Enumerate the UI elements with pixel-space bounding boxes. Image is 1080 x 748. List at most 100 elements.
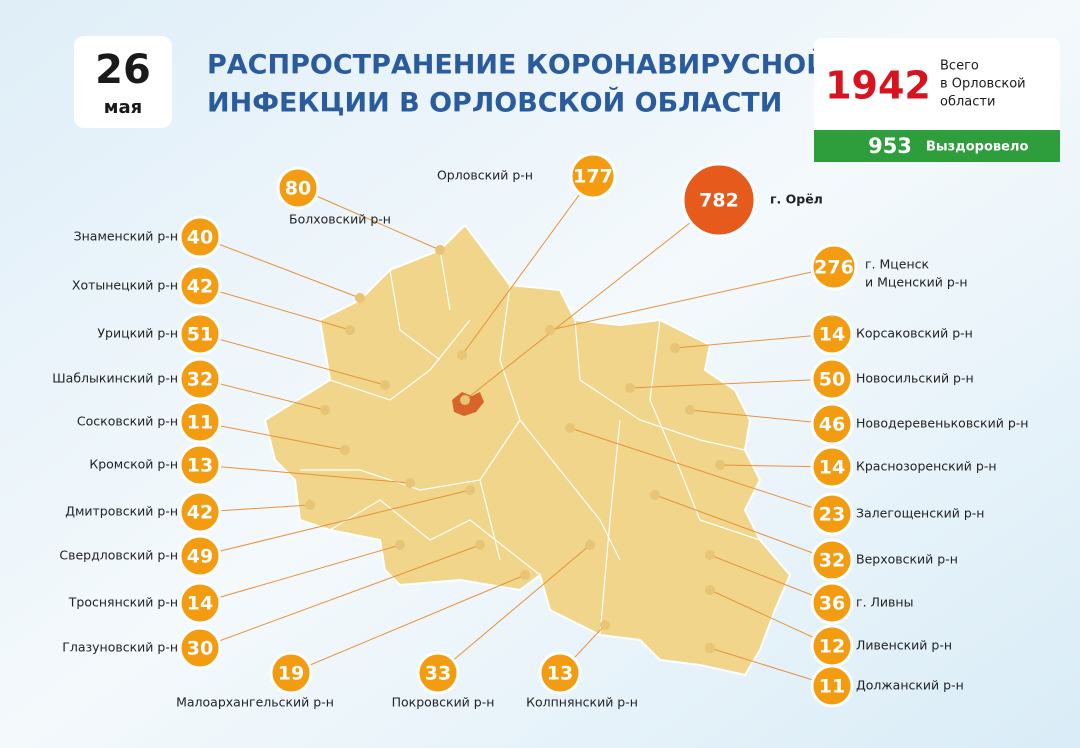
district-dot — [345, 325, 355, 335]
district-dot — [650, 490, 660, 500]
district-dot — [460, 395, 470, 405]
leader-line — [654, 494, 833, 561]
district-label: Троснянский р-н — [68, 595, 178, 610]
district-label: Дмитровский р-н — [65, 504, 178, 519]
recovered-value: 953 — [868, 134, 912, 158]
value-circle — [810, 402, 854, 446]
recovered-bar — [814, 130, 1060, 162]
district-dot — [625, 383, 635, 393]
value-circle — [810, 538, 854, 582]
district-value: 80 — [285, 178, 311, 200]
district-value: 42 — [187, 276, 213, 298]
value-circle — [810, 581, 854, 625]
value-circle — [538, 651, 582, 695]
leader-line — [290, 574, 526, 674]
district-value: 42 — [187, 502, 213, 524]
value-circle — [810, 492, 854, 536]
district-dot — [705, 550, 715, 560]
district-dot — [585, 540, 595, 550]
district-dot — [475, 540, 485, 550]
district-value: 33 — [425, 663, 451, 685]
leader-line — [709, 554, 833, 604]
district-value: 30 — [187, 638, 213, 660]
district-label: Болховский р-н — [289, 212, 391, 227]
value-circle — [178, 490, 222, 534]
district-value: 40 — [187, 227, 213, 249]
district-value: 49 — [187, 546, 213, 568]
leader-line — [199, 236, 361, 299]
district-dot — [380, 380, 390, 390]
district-value: 32 — [819, 550, 845, 572]
total-label: в Орловской — [940, 77, 1026, 92]
value-circle — [569, 152, 617, 200]
district-value: 177 — [573, 166, 613, 188]
district-value: 50 — [819, 369, 845, 391]
leader-line — [461, 175, 594, 356]
district-dot — [457, 350, 467, 360]
leader-line — [709, 589, 833, 647]
title-line: ИНФЕКЦИИ В ОРЛОВСКОЙ ОБЛАСТИ — [207, 87, 782, 119]
leader-line — [199, 285, 351, 331]
leader-line — [199, 421, 346, 451]
district-label: Новодеревеньковский р-н — [856, 416, 1028, 431]
value-circle — [178, 312, 222, 356]
total-label: области — [940, 95, 995, 110]
leader-line — [199, 544, 481, 649]
value-circle — [810, 357, 854, 401]
district-label: и Мценский р-н — [865, 275, 968, 290]
district-borders — [300, 249, 761, 636]
district-value: 19 — [278, 663, 304, 685]
district-label: Знаменский р-н — [74, 229, 178, 244]
value-circle — [269, 651, 313, 695]
total-value: 1942 — [825, 64, 931, 108]
date-month: мая — [104, 97, 142, 118]
leader-line — [629, 378, 833, 389]
value-circle — [416, 651, 460, 695]
district-label: Шаблыкинский р-н — [52, 371, 178, 386]
district-label: г. Орёл — [770, 192, 823, 207]
district-value: 13 — [187, 455, 213, 477]
district-label: Урицкий р-н — [97, 326, 178, 341]
recovered-label: Выздоровело — [926, 140, 1028, 155]
district-value: 14 — [819, 457, 845, 479]
district-value: 12 — [819, 636, 845, 658]
district-value: 13 — [547, 663, 573, 685]
district-label: Хотынецкий р-н — [72, 278, 178, 293]
leader-line — [549, 266, 835, 331]
district-dot — [340, 445, 350, 455]
date-box — [74, 36, 172, 128]
district-value: 32 — [187, 369, 213, 391]
district-label: Свердловский р-н — [59, 548, 178, 563]
district-dot — [405, 478, 415, 488]
total-label: Всего — [940, 59, 979, 74]
district-value: 23 — [819, 504, 845, 526]
district-label: Покровский р-н — [392, 695, 495, 710]
district-label: Малоархангельский р-н — [176, 695, 334, 710]
district-label: Ливенский р-н — [856, 638, 952, 653]
district-dot — [705, 643, 715, 653]
district-label: Залегощенский р-н — [856, 506, 984, 521]
district-label: Краснозоренский р-н — [856, 459, 997, 474]
leader-line — [199, 544, 401, 604]
district-dot — [565, 423, 575, 433]
value-circle — [178, 443, 222, 487]
district-dot — [520, 570, 530, 580]
leader-line — [464, 199, 720, 401]
leader-line — [199, 464, 411, 484]
district-value: 11 — [819, 676, 845, 698]
value-circle — [178, 534, 222, 578]
district-dot — [435, 245, 445, 255]
district-dot — [305, 500, 315, 510]
district-dot — [320, 405, 330, 415]
leader-line — [437, 544, 591, 674]
leader-line — [569, 427, 833, 515]
value-circle — [276, 166, 320, 210]
district-dot — [670, 343, 680, 353]
value-circle — [810, 664, 854, 708]
district-label: Колпнянский р-н — [526, 695, 638, 710]
district-value: 11 — [187, 412, 213, 434]
district-dot — [600, 620, 610, 630]
district-value: 276 — [814, 257, 854, 279]
